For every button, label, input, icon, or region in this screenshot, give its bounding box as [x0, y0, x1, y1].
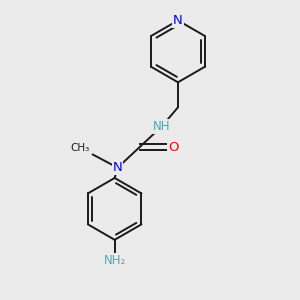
Text: N: N	[113, 161, 122, 174]
Text: NH₂: NH₂	[103, 254, 126, 267]
Text: N: N	[173, 14, 183, 27]
Text: CH₃: CH₃	[70, 143, 90, 153]
Text: O: O	[168, 141, 179, 154]
Text: NH: NH	[153, 120, 170, 133]
